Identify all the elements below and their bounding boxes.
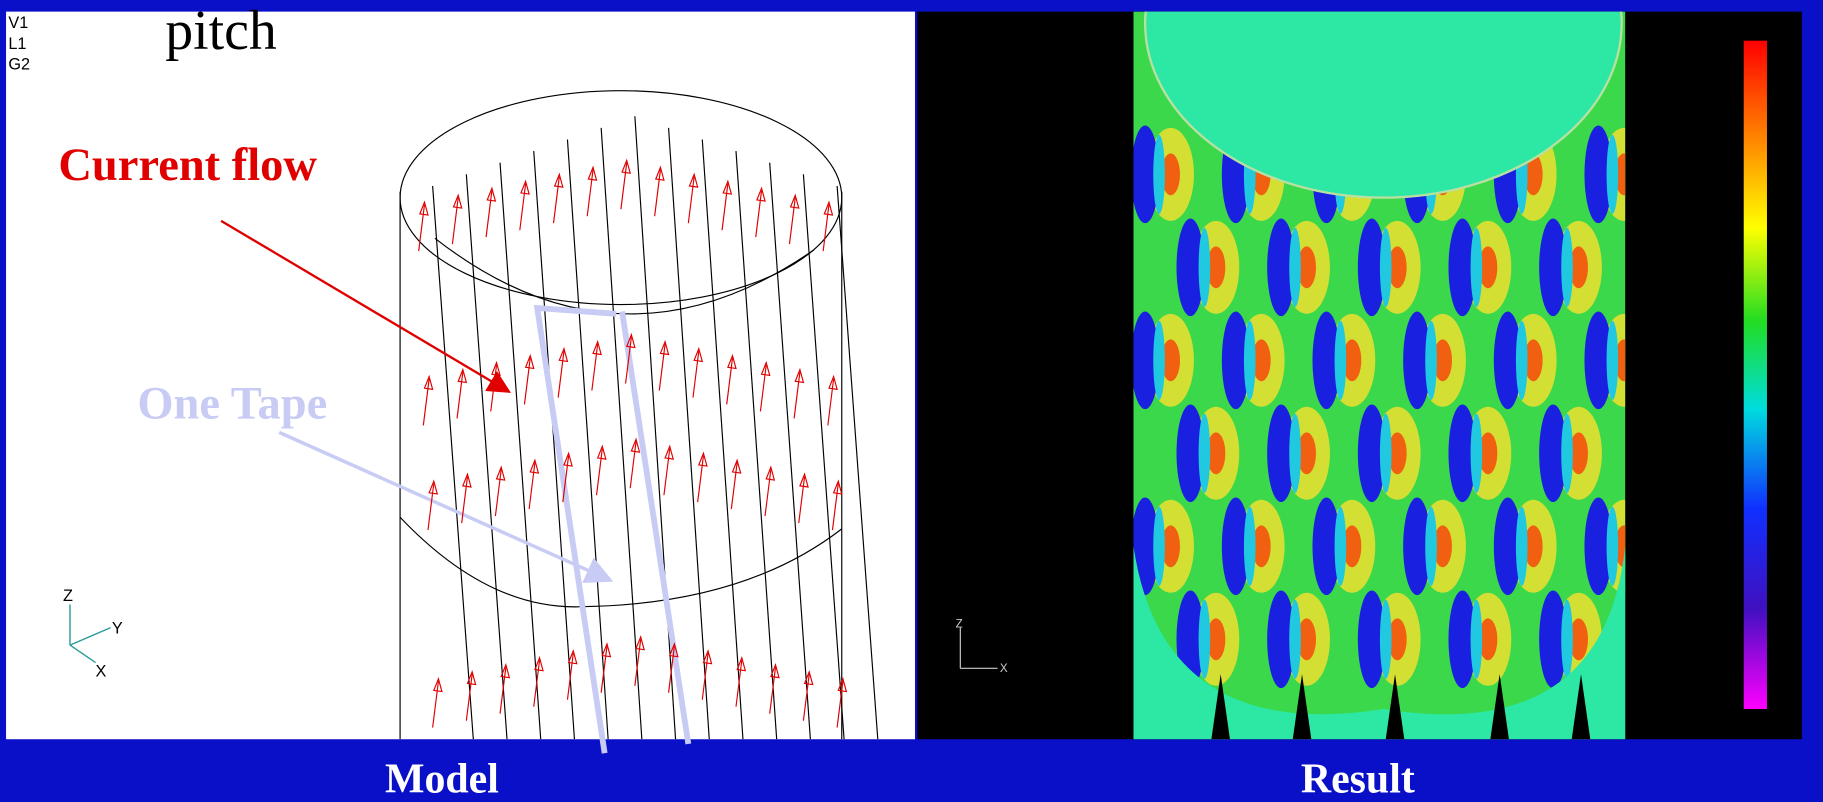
field-cool xyxy=(1244,507,1256,586)
field-cool xyxy=(1199,600,1211,679)
pitch-title: pitch xyxy=(165,0,277,62)
slide: V1 L1 G2 pitch Current flow One Tape Z Y… xyxy=(0,0,1823,802)
field-cool xyxy=(1425,507,1437,586)
field-cool xyxy=(1289,600,1301,679)
field-cool xyxy=(1607,135,1619,214)
axis-x: X xyxy=(96,662,107,680)
axis-y: Y xyxy=(112,619,123,637)
result-axis-x: X xyxy=(1000,662,1008,675)
view-label: G2 xyxy=(8,56,30,74)
axis-z: Z xyxy=(63,587,73,605)
field-cool xyxy=(1561,414,1573,493)
field-cool xyxy=(1335,321,1347,400)
field-cool xyxy=(1380,414,1392,493)
field-cool xyxy=(1471,414,1483,493)
field-cool xyxy=(1244,321,1256,400)
one-tape-label: One Tape xyxy=(137,378,327,429)
field-cool xyxy=(1561,600,1573,679)
result-axis-z: Z xyxy=(956,618,963,631)
current-flow-label: Current flow xyxy=(58,140,317,191)
field-cool xyxy=(1153,135,1165,214)
field-cool xyxy=(1607,507,1619,586)
field-cool xyxy=(1471,600,1483,679)
field-cool xyxy=(1561,228,1573,307)
field-cool xyxy=(1335,507,1347,586)
field-cool xyxy=(1380,228,1392,307)
result-caption: Result xyxy=(1301,757,1415,802)
field-cool xyxy=(1153,507,1165,586)
field-cool xyxy=(1289,228,1301,307)
view-label: L1 xyxy=(8,35,26,53)
field-cool xyxy=(1199,228,1211,307)
field-cool xyxy=(1607,321,1619,400)
model-caption: Model xyxy=(385,757,499,802)
view-label: V1 xyxy=(8,14,28,32)
field-cool xyxy=(1471,228,1483,307)
field-cool xyxy=(1199,414,1211,493)
field-cool xyxy=(1380,600,1392,679)
field-cool xyxy=(1289,414,1301,493)
field-cool xyxy=(1425,321,1437,400)
field-cool xyxy=(1516,321,1528,400)
field-cool xyxy=(1516,507,1528,586)
field-cool xyxy=(1153,321,1165,400)
